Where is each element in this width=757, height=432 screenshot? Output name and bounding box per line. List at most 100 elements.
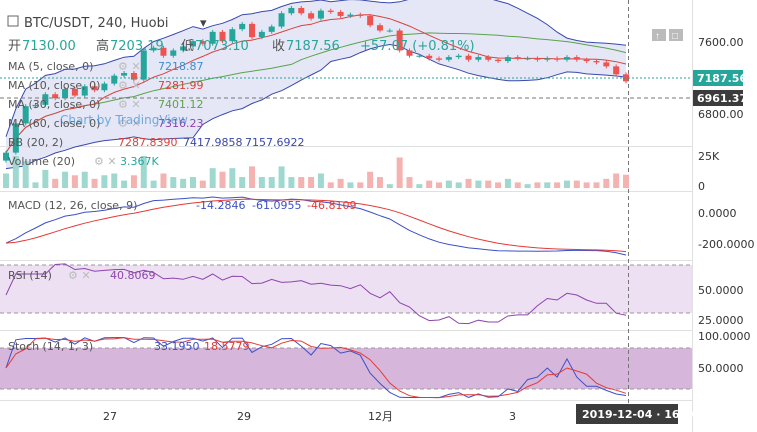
candle-body	[239, 23, 246, 30]
chevron-down-icon[interactable]: ▾	[200, 16, 207, 31]
gear-icon[interactable]: ⚙ ✕	[94, 155, 117, 168]
gear-icon[interactable]: ⚙ ✕	[118, 117, 141, 130]
bb-label[interactable]: BB (20, 2)	[8, 136, 63, 149]
volume-bar	[534, 182, 541, 188]
candle-body	[445, 57, 452, 60]
candle-body	[140, 50, 147, 80]
macd-label[interactable]: MACD (12, 26, close, 9)	[8, 199, 137, 212]
volume-bar	[268, 177, 275, 188]
volume-bar	[426, 180, 433, 188]
current-price-box	[693, 70, 743, 86]
candle-body	[62, 88, 69, 99]
rsi-line	[5, 263, 627, 325]
macd-tick-200: -200.0000	[698, 238, 754, 251]
crosshair-time-box	[576, 404, 678, 424]
volume-bar	[613, 173, 620, 188]
macd-value-3: -46.8109	[307, 199, 356, 212]
time-tick-29: 29	[237, 410, 251, 423]
ma30-label[interactable]: MA (30, close, 0)	[8, 98, 100, 111]
gear-icon[interactable]: ⚙ ✕	[118, 79, 141, 92]
candle-body	[563, 57, 570, 60]
candle-body	[357, 14, 364, 16]
volume-bar	[485, 180, 492, 188]
ma10-label[interactable]: MA (10, close, 0)	[8, 79, 100, 92]
symbol-icon[interactable]	[7, 15, 19, 27]
volume-bar	[327, 182, 334, 188]
volume-bar	[603, 178, 610, 188]
close-label: 收	[272, 39, 285, 54]
gear-icon[interactable]: ⚙ ✕	[68, 269, 91, 282]
volume-bar	[32, 182, 39, 188]
volume-bar	[308, 177, 315, 188]
volume-bar	[62, 171, 69, 188]
ma5-label[interactable]: MA (5, close, 0)	[8, 60, 93, 73]
bollinger-band-fill	[6, 0, 626, 169]
gear-icon[interactable]: ⚙ ✕	[118, 60, 141, 73]
volume-bar	[416, 184, 423, 188]
pane-separators	[0, 0, 693, 432]
volume-bar	[229, 168, 236, 188]
bollinger-upper-line	[5, 0, 627, 137]
price-axis: 7600.00 6800.00 7187.56 6961.37	[693, 36, 747, 121]
stoch-tick-50: 50.0000	[698, 362, 744, 375]
volume-bar	[563, 180, 570, 188]
gear-icon[interactable]: ⚙ ✕	[118, 98, 141, 111]
candle-body	[81, 86, 88, 96]
ma60-label[interactable]: MA (60, close, 0)	[8, 117, 100, 130]
volume-bar	[12, 156, 19, 188]
stoch-k-line	[5, 336, 627, 399]
stoch-tick-100: 100.0000	[698, 330, 751, 343]
candle-body	[485, 57, 492, 60]
volume-bar	[504, 178, 511, 188]
pane-up-button[interactable]	[652, 29, 666, 41]
indicator-legend: MA (5, close, 0) 7218.87 MA (10, close, …	[8, 60, 305, 149]
macd-line	[5, 196, 627, 256]
candle-body	[229, 29, 236, 42]
candle-body	[32, 104, 39, 107]
volume-bar	[386, 184, 393, 188]
volume-label[interactable]: Volume (20)	[8, 155, 75, 168]
pane-maximize-button[interactable]	[669, 29, 683, 41]
candlestick-series	[3, 5, 629, 163]
volume-bar	[199, 180, 206, 188]
candle-body	[219, 31, 226, 42]
time-axis: 27 29 12月 3 2019-12-04 · 16:00	[103, 404, 700, 424]
open-label: 开	[8, 39, 21, 54]
volume-bar	[465, 178, 472, 188]
symbol-title[interactable]: BTC/USDT, 240, Huobi	[24, 16, 168, 31]
volume-bar	[524, 184, 531, 188]
ma-60-line	[5, 32, 627, 153]
volume-bar	[239, 177, 246, 188]
macd-value-1: -14.2846	[196, 199, 245, 212]
volume-bar	[111, 173, 118, 188]
stoch-label[interactable]: Stoch (14, 1, 3)	[8, 340, 93, 353]
ohlc-row: 开 7130.00 高 7203.19 低 7073.10 收 7187.56 …	[8, 38, 475, 54]
candle-body	[209, 31, 216, 44]
candle-body	[475, 57, 482, 60]
candle-body	[347, 14, 354, 16]
volume-bar	[219, 171, 226, 188]
rsi-label[interactable]: RSI (14)	[8, 269, 52, 282]
low-label: 低	[181, 39, 194, 54]
volume-bar	[593, 182, 600, 188]
candle-body	[327, 10, 334, 12]
candle-body	[426, 55, 433, 59]
candle-body	[160, 47, 167, 56]
volume-value: 3.367K	[120, 155, 159, 168]
volume-bar	[298, 177, 305, 188]
candle-body	[3, 152, 9, 161]
volume-bar	[91, 178, 98, 188]
ma10-value: 7281.99	[158, 79, 204, 92]
volume-bar	[140, 156, 147, 188]
bb-value-2: 7417.9858	[183, 136, 243, 149]
bb-value-1: 7287.8390	[118, 136, 178, 149]
candle-body	[12, 123, 19, 153]
volume-bar	[170, 177, 177, 188]
volume-bar	[180, 178, 187, 188]
volume-bar	[121, 180, 128, 188]
candle-body	[317, 10, 324, 19]
volume-bar	[317, 173, 324, 188]
volume-bar	[475, 180, 482, 188]
rsi-tick-25: 25.0000	[698, 314, 744, 327]
